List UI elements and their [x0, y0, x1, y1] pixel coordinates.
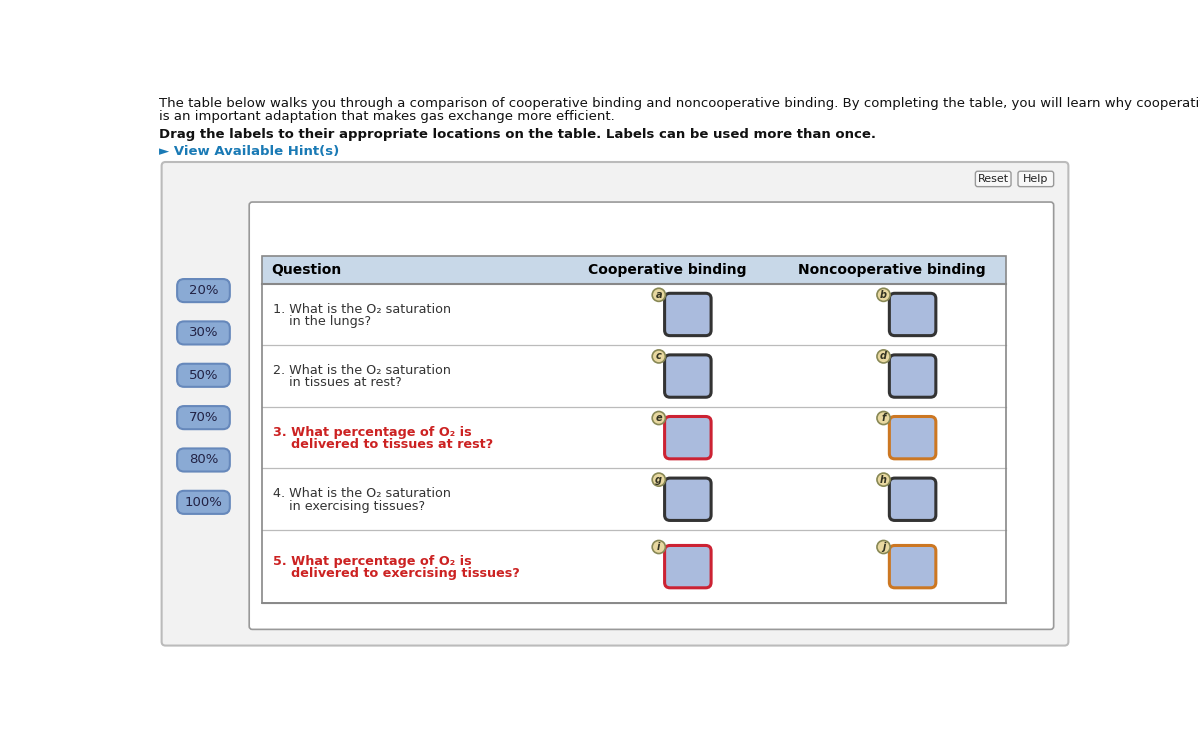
FancyBboxPatch shape	[665, 355, 712, 397]
Text: 80%: 80%	[188, 454, 218, 467]
FancyBboxPatch shape	[178, 321, 230, 344]
Circle shape	[877, 473, 890, 486]
Text: 5. What percentage of O₂ is: 5. What percentage of O₂ is	[274, 555, 472, 567]
FancyBboxPatch shape	[889, 478, 936, 520]
Text: in tissues at rest?: in tissues at rest?	[274, 377, 402, 390]
FancyBboxPatch shape	[1018, 171, 1054, 186]
Text: in exercising tissues?: in exercising tissues?	[274, 500, 425, 512]
Text: g: g	[655, 475, 662, 484]
Text: Cooperative binding: Cooperative binding	[588, 263, 746, 277]
FancyBboxPatch shape	[889, 355, 936, 397]
FancyBboxPatch shape	[178, 406, 230, 429]
Circle shape	[877, 288, 890, 302]
Circle shape	[877, 540, 890, 553]
Text: a: a	[655, 290, 662, 299]
Text: 30%: 30%	[188, 327, 218, 339]
FancyBboxPatch shape	[889, 294, 936, 335]
FancyBboxPatch shape	[889, 416, 936, 459]
Text: in the lungs?: in the lungs?	[274, 315, 371, 328]
FancyBboxPatch shape	[665, 478, 712, 520]
Text: delivered to exercising tissues?: delivered to exercising tissues?	[274, 567, 520, 580]
FancyBboxPatch shape	[178, 364, 230, 387]
Text: 1. What is the O₂ saturation: 1. What is the O₂ saturation	[274, 302, 451, 316]
Circle shape	[653, 473, 665, 486]
Text: 2. What is the O₂ saturation: 2. What is the O₂ saturation	[274, 364, 451, 377]
Text: 50%: 50%	[188, 368, 218, 382]
FancyBboxPatch shape	[665, 294, 712, 335]
Text: ► View Available Hint(s): ► View Available Hint(s)	[160, 145, 340, 158]
Text: The table below walks you through a comparison of cooperative binding and noncoo: The table below walks you through a comp…	[160, 98, 1200, 110]
Text: 100%: 100%	[185, 496, 222, 509]
FancyBboxPatch shape	[889, 545, 936, 588]
Circle shape	[653, 350, 665, 363]
Circle shape	[653, 288, 665, 302]
Text: Reset: Reset	[978, 174, 1009, 184]
FancyBboxPatch shape	[178, 448, 230, 471]
FancyBboxPatch shape	[162, 162, 1068, 646]
Text: is an important adaptation that makes gas exchange more efficient.: is an important adaptation that makes ga…	[160, 109, 616, 123]
Bar	[263, 256, 1007, 603]
Text: e: e	[655, 413, 662, 423]
Text: f: f	[882, 413, 886, 423]
Text: 20%: 20%	[188, 284, 218, 297]
Text: 4. What is the O₂ saturation: 4. What is the O₂ saturation	[274, 487, 451, 501]
FancyBboxPatch shape	[665, 545, 712, 588]
Bar	[263, 256, 1007, 283]
FancyBboxPatch shape	[665, 416, 712, 459]
FancyBboxPatch shape	[178, 279, 230, 302]
Text: 70%: 70%	[188, 411, 218, 424]
Text: i: i	[658, 542, 660, 552]
Text: Help: Help	[1024, 174, 1049, 184]
Text: 3. What percentage of O₂ is: 3. What percentage of O₂ is	[274, 426, 472, 439]
FancyBboxPatch shape	[250, 202, 1054, 629]
Circle shape	[877, 412, 890, 424]
Text: delivered to tissues at rest?: delivered to tissues at rest?	[274, 438, 493, 451]
Text: d: d	[880, 352, 887, 361]
Text: c: c	[656, 352, 661, 361]
Text: Noncooperative binding: Noncooperative binding	[798, 263, 986, 277]
Text: h: h	[880, 475, 887, 484]
Circle shape	[653, 540, 665, 553]
Circle shape	[653, 412, 665, 424]
Circle shape	[877, 350, 890, 363]
Text: Question: Question	[271, 263, 342, 277]
FancyBboxPatch shape	[976, 171, 1012, 186]
Text: j: j	[882, 542, 886, 552]
FancyBboxPatch shape	[178, 491, 230, 514]
Text: Drag the labels to their appropriate locations on the table. Labels can be used : Drag the labels to their appropriate loc…	[160, 128, 876, 141]
Text: b: b	[880, 290, 887, 299]
